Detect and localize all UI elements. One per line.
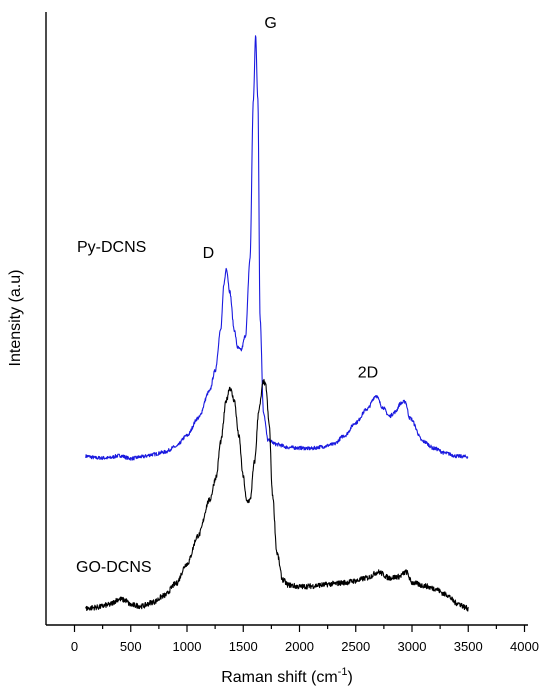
x-tick-label: 500 [120, 639, 142, 654]
x-axis-title: Raman shift (cm-1) [221, 666, 353, 686]
series-line-py-dcns [85, 35, 469, 461]
series-labels: Py-DCNS GO-DCNS [76, 239, 152, 576]
peak-label-d: D [203, 245, 215, 262]
peak-label-g: G [264, 15, 276, 32]
x-tick-label: 2000 [285, 639, 314, 654]
x-tick-label: 3000 [398, 639, 427, 654]
x-tick-label: 2500 [341, 639, 370, 654]
x-tick-label: 1500 [229, 639, 258, 654]
peak-annotations: D G 2D [203, 15, 379, 382]
series-line-go-dcns [85, 378, 469, 612]
x-tick-label: 3500 [454, 639, 483, 654]
peak-label-2d: 2D [358, 365, 378, 382]
axes [45, 12, 528, 626]
x-tick-label: 4000 [510, 639, 539, 654]
x-ticks: 0 500 1000 1500 2000 2500 3000 3500 4000 [71, 625, 539, 654]
series-label-py-dcns: Py-DCNS [77, 239, 146, 256]
series-group [85, 35, 469, 612]
x-tick-label: 1000 [173, 639, 202, 654]
x-tick-label: 0 [71, 639, 78, 654]
series-label-go-dcns: GO-DCNS [76, 559, 152, 576]
y-axis-title: Intensity (a.u) [7, 270, 24, 367]
